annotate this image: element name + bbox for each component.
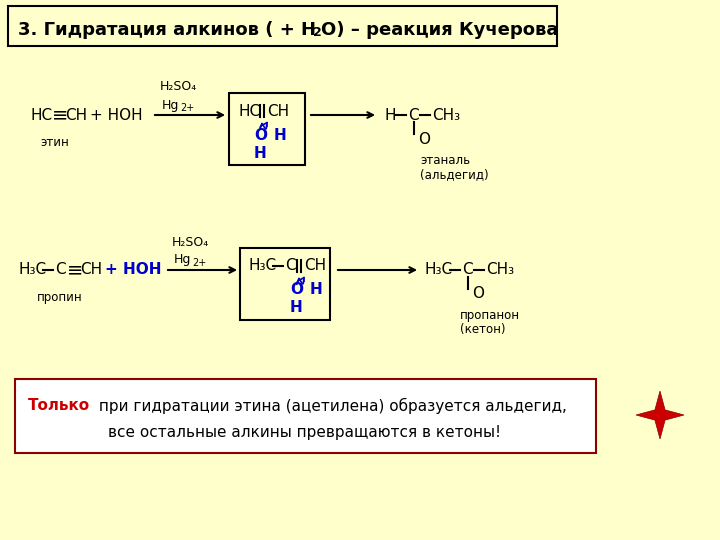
Text: при гидратации этина (ацетилена) образуется альдегид,: при гидратации этина (ацетилена) образуе… [94,398,567,414]
Text: O: O [418,132,430,146]
Text: H: H [254,145,266,160]
Text: пропин: пропин [37,292,83,305]
Text: H₂SO₄: H₂SO₄ [172,235,210,248]
Text: CH: CH [65,107,87,123]
Text: (кетон): (кетон) [460,323,505,336]
Text: O: O [290,282,303,298]
Text: H: H [385,107,397,123]
Text: C: C [55,262,66,278]
Text: CH: CH [267,104,289,118]
Text: H₃C: H₃C [18,262,46,278]
Text: 2+: 2+ [180,103,194,113]
Text: O) – реакция Кучерова: O) – реакция Кучерова [321,21,559,39]
Text: 2: 2 [313,26,322,39]
Text: CH: CH [304,259,326,273]
Text: HC: HC [30,107,52,123]
Text: 3. Гидратация алкинов ( + H: 3. Гидратация алкинов ( + H [18,21,316,39]
Text: C: C [462,262,472,278]
Text: 2+: 2+ [192,258,206,268]
Text: H₃C: H₃C [248,259,276,273]
Text: HC: HC [238,104,260,118]
FancyBboxPatch shape [15,379,596,453]
Text: O: O [472,287,484,301]
Text: H: H [274,127,287,143]
Text: (альдегид): (альдегид) [420,168,489,181]
Text: CH₃: CH₃ [432,107,460,123]
Text: этин: этин [40,137,69,150]
Text: O: O [254,127,267,143]
Text: Hg: Hg [174,253,192,267]
Text: Hg: Hg [162,98,179,111]
Text: ≡: ≡ [52,105,68,125]
Text: H₃C: H₃C [425,262,453,278]
FancyBboxPatch shape [8,6,557,46]
Text: CH: CH [80,262,102,278]
Text: все остальные алкины превращаются в кетоны!: все остальные алкины превращаются в кето… [109,424,502,440]
Text: Только: Только [28,399,90,414]
Text: + HOH: + HOH [90,107,143,123]
Text: H: H [310,282,323,298]
Text: CH₃: CH₃ [486,262,514,278]
Polygon shape [636,391,684,439]
Text: ≡: ≡ [67,260,84,280]
Text: этаналь: этаналь [420,154,470,167]
Text: C: C [285,259,296,273]
Text: C: C [408,107,418,123]
Text: + HOH: + HOH [105,262,161,278]
Text: H: H [290,300,302,315]
Text: пропанон: пропанон [460,309,520,322]
Text: H₂SO₄: H₂SO₄ [160,80,197,93]
